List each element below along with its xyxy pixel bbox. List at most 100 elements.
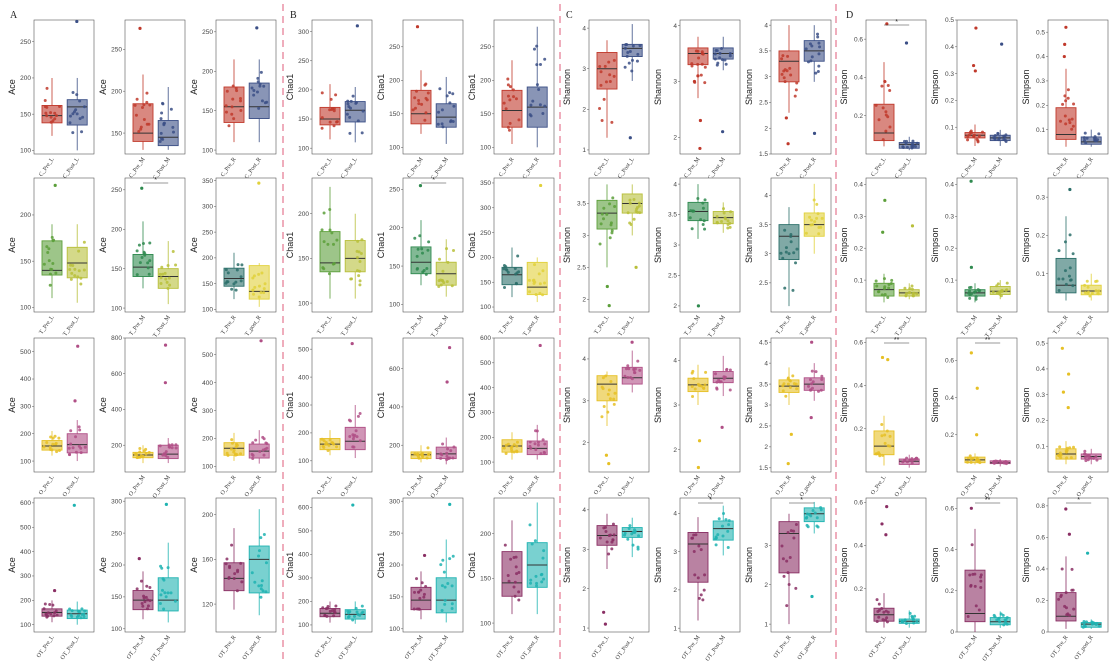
data-point xyxy=(348,419,352,423)
data-point xyxy=(76,614,80,618)
y-tick-label: 300 xyxy=(20,573,31,580)
data-point xyxy=(356,239,360,243)
plot-frame xyxy=(402,19,464,155)
data-point xyxy=(79,276,83,280)
y-tick-label: 200 xyxy=(111,88,122,95)
outlier-point xyxy=(692,79,697,84)
y-tick-label: 2 xyxy=(764,582,768,589)
data-point xyxy=(335,120,339,124)
outlier-point xyxy=(76,344,80,348)
data-point xyxy=(436,122,440,126)
y-tick-label: 0.4 xyxy=(945,395,954,402)
data-point xyxy=(535,63,539,67)
data-point xyxy=(603,525,607,529)
data-point xyxy=(820,216,824,220)
x-tick-label: T_Post_L xyxy=(340,314,359,337)
x-tick-label: O_Post_M xyxy=(984,474,1004,499)
data-point xyxy=(720,219,724,223)
data-point xyxy=(887,282,891,286)
data-point xyxy=(259,587,263,591)
data-point xyxy=(690,227,694,231)
data-point xyxy=(965,460,969,464)
data-point xyxy=(357,274,361,278)
y-tick-label: 1 xyxy=(673,625,677,632)
data-point xyxy=(506,125,510,129)
data-point xyxy=(326,242,330,246)
data-point xyxy=(728,368,732,372)
data-point xyxy=(974,297,978,301)
data-point xyxy=(165,280,169,284)
outlier-point xyxy=(255,26,259,30)
data-point xyxy=(600,415,604,419)
outlier-point xyxy=(257,181,261,185)
significance-label: * xyxy=(895,19,898,26)
y-tick-label: 400 xyxy=(20,549,31,556)
data-point xyxy=(1070,117,1074,121)
y-tick-label: 0.4 xyxy=(854,182,863,189)
data-point xyxy=(815,202,819,206)
data-point xyxy=(888,89,892,93)
data-point xyxy=(358,259,362,263)
data-point xyxy=(999,294,1003,298)
data-point xyxy=(996,617,1000,621)
data-point xyxy=(322,240,326,244)
data-point xyxy=(1064,282,1068,286)
data-point xyxy=(533,539,537,543)
y-tick-label: 0.3 xyxy=(1036,194,1045,201)
data-point xyxy=(701,598,705,602)
data-point xyxy=(626,51,630,55)
data-point xyxy=(264,561,268,565)
data-point xyxy=(533,442,537,446)
data-point xyxy=(144,595,148,599)
data-point xyxy=(77,249,81,253)
data-point xyxy=(161,453,165,457)
data-point xyxy=(535,581,539,585)
data-point xyxy=(781,389,785,393)
panel-label-a: A xyxy=(10,10,18,21)
data-point xyxy=(148,585,152,589)
data-point xyxy=(325,614,329,618)
data-point xyxy=(506,83,510,87)
outlier-point xyxy=(786,462,790,466)
y-tick-label: 150 xyxy=(480,279,491,286)
data-point xyxy=(794,522,798,526)
data-point xyxy=(358,411,362,415)
data-point xyxy=(440,608,444,612)
data-point xyxy=(810,382,814,386)
data-point xyxy=(240,580,244,584)
x-tick-label: T_Post_L xyxy=(617,314,636,337)
data-point xyxy=(46,611,50,615)
y-axis-label: Chao1 xyxy=(376,74,386,101)
outlier-point xyxy=(697,439,702,443)
data-point xyxy=(76,275,80,279)
data-point xyxy=(414,89,418,93)
outlier-point xyxy=(607,462,611,466)
data-point xyxy=(425,266,429,270)
data-point xyxy=(609,379,613,383)
data-point xyxy=(809,514,813,518)
y-axis-label: Ace xyxy=(98,237,108,253)
data-point xyxy=(1090,291,1094,295)
x-tick-label: OT_Pre_R xyxy=(773,635,793,660)
y-tick-label: 150 xyxy=(202,281,213,288)
data-point xyxy=(251,453,255,457)
data-point xyxy=(875,284,879,288)
data-point xyxy=(1081,625,1085,629)
data-point xyxy=(888,444,892,448)
outlier-point xyxy=(418,184,423,188)
data-point xyxy=(978,289,982,293)
y-tick-label: 0.3 xyxy=(945,213,954,220)
panel-separators xyxy=(282,4,837,662)
data-point xyxy=(252,292,256,296)
y-tick-label: 150 xyxy=(480,576,491,583)
data-point xyxy=(229,447,233,451)
data-point xyxy=(702,588,706,592)
data-point xyxy=(411,108,415,112)
data-point xyxy=(239,279,243,283)
data-point xyxy=(535,83,539,87)
data-point xyxy=(230,438,234,442)
y-tick-label: 3 xyxy=(764,74,768,81)
data-point xyxy=(691,394,695,398)
